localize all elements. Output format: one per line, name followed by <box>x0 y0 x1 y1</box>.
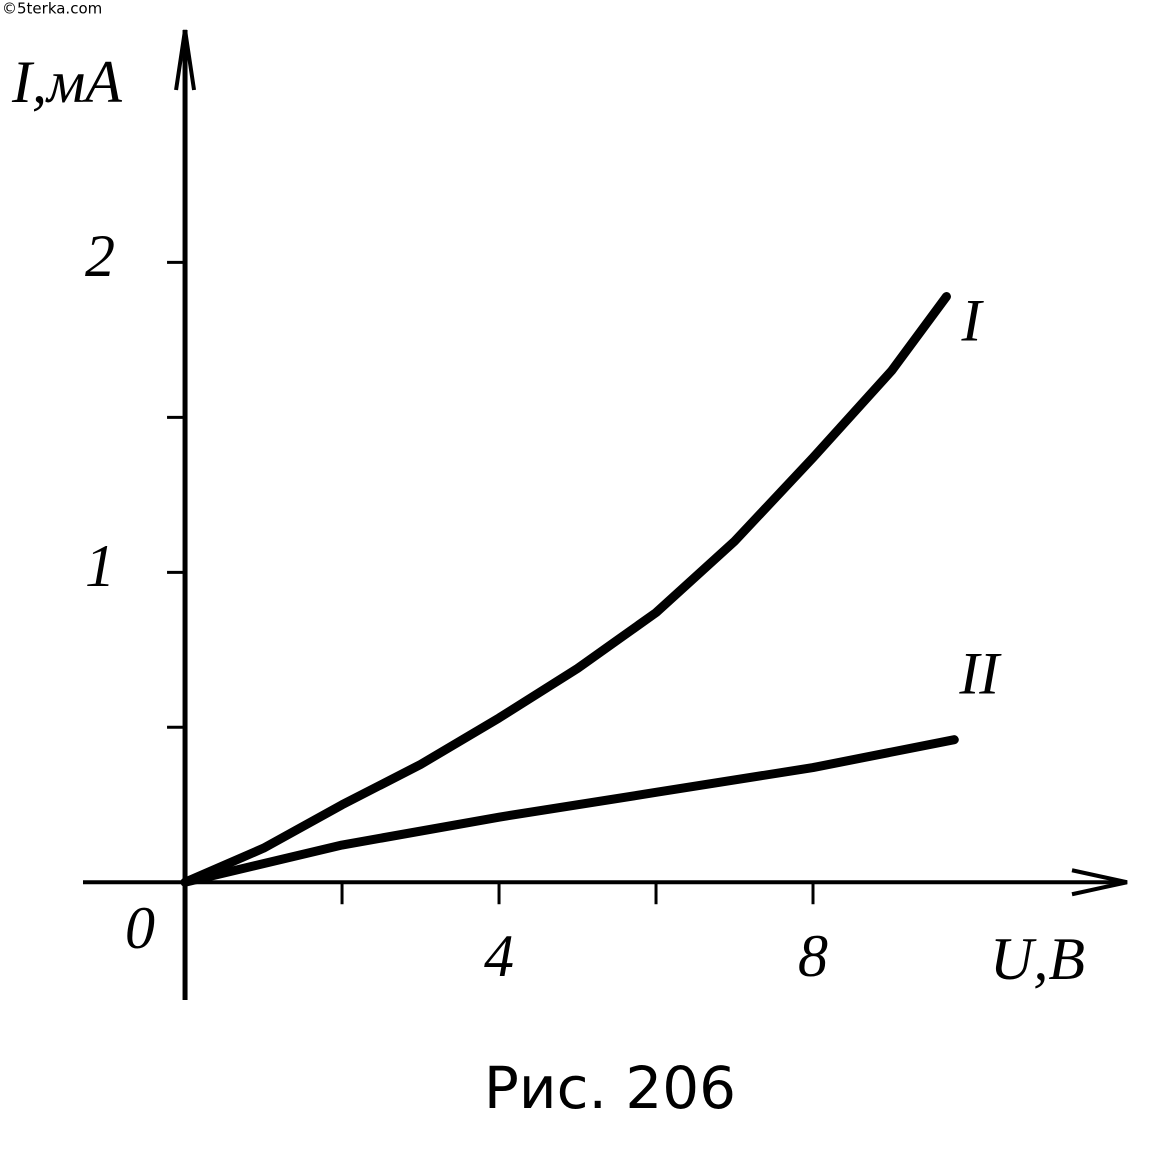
watermark: ©5terka.com <box>2 0 102 18</box>
series-label: I <box>960 287 984 353</box>
x-axis-arrow <box>1071 868 1128 897</box>
series-line <box>180 735 959 887</box>
y-axis-arrow <box>174 29 197 91</box>
series-label: II <box>958 640 1002 706</box>
x-tick-label: 0 <box>125 895 155 961</box>
x-axis-label: U,B <box>990 926 1085 992</box>
y-tick-label: 1 <box>85 533 115 599</box>
y-axis-label: I,мA <box>11 49 122 115</box>
x-tick-label: 8 <box>798 923 828 989</box>
x-tick-label: 4 <box>484 923 514 989</box>
caption: Рис. 206 <box>484 1054 736 1122</box>
series-line <box>180 292 951 887</box>
y-tick-label: 2 <box>85 223 115 289</box>
